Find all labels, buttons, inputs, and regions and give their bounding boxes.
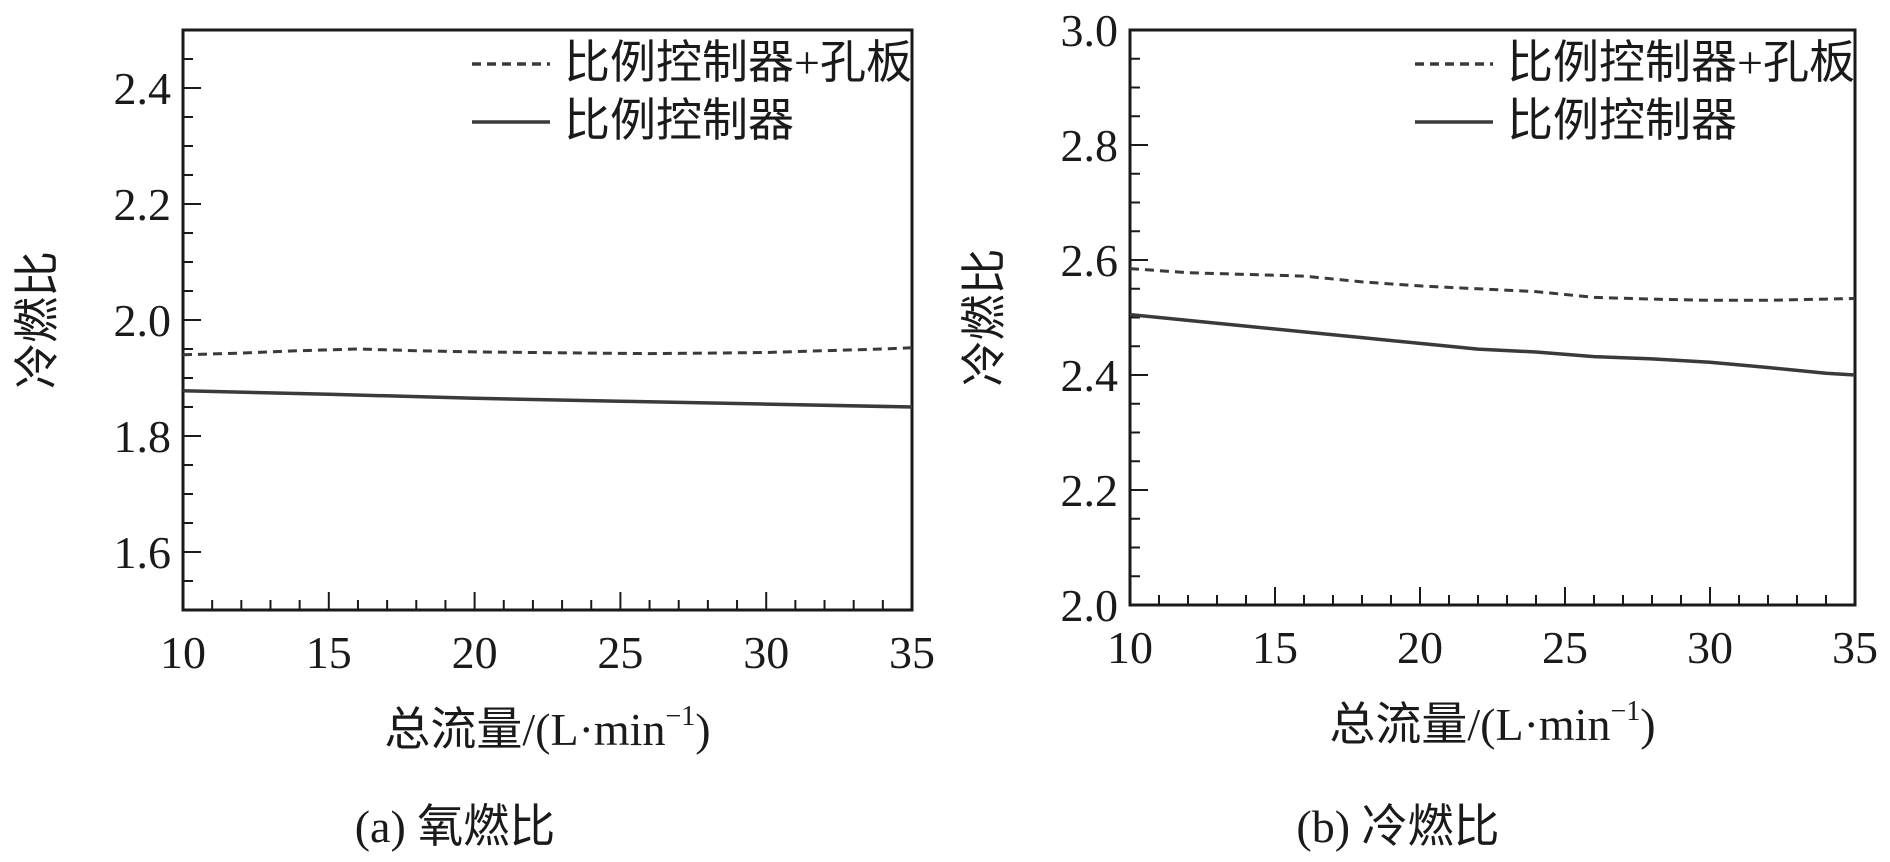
series-line-pid <box>182 389 913 409</box>
y-tick-label: 1.6 <box>114 527 172 578</box>
y-tick-label: 3.0 <box>1061 5 1119 56</box>
x-tick-label: 10 <box>160 627 206 678</box>
x-tick-label: 30 <box>1687 622 1733 673</box>
caption-a: (a) 氧燃比 <box>354 801 556 852</box>
y-tick-label: 2.2 <box>1061 465 1119 516</box>
y-tick-label: 2.0 <box>1061 580 1119 631</box>
y-tick-label: 2.6 <box>1061 235 1119 286</box>
x-tick-label: 20 <box>452 627 498 678</box>
y-tick-label: 2.4 <box>114 63 172 114</box>
series-line-pid-orifice <box>182 346 913 357</box>
chart-a-oxygen-fuel-ratio: 10 15 20 25 30 35 1.6 1.8 2.0 2.2 2.4 冷燃比总流量/(L·min… <box>12 28 935 755</box>
x-tick-label: 15 <box>1252 622 1298 673</box>
series-line-pid <box>1129 312 1856 377</box>
y-tick-label: 1.8 <box>114 411 172 462</box>
plot-frame <box>181 28 914 612</box>
y-tick-label: 2.0 <box>114 295 172 346</box>
chart-b-cold-fuel-ratio: 10 15 20 25 30 35 2.0 2.2 2.4 2.6 2.8 3.0 冷燃比总流量/(L·… <box>959 5 1878 750</box>
x-tick-label: 25 <box>1542 622 1588 673</box>
x-tick-label: 15 <box>306 627 352 678</box>
legend-label: 比例控制器+孔板 <box>1507 37 1855 88</box>
y-axis-label: 冷燃比 <box>959 249 1010 387</box>
y-axis-label: 冷燃比 <box>12 251 63 389</box>
x-tick-label: 35 <box>889 627 935 678</box>
caption-b: (b) 冷燃比 <box>1296 801 1500 852</box>
x-tick-label: 25 <box>597 627 643 678</box>
legend-label: 比例控制器 <box>1507 95 1737 146</box>
y-tick-label: 2.8 <box>1061 120 1119 171</box>
series-line-pid-orifice <box>1129 267 1856 302</box>
y-tick-label: 2.4 <box>1061 350 1119 401</box>
x-tick-label: 20 <box>1397 622 1443 673</box>
x-axis-label: 总流量/(L·min−1) <box>1329 696 1655 750</box>
legend-label: 比例控制器+孔板 <box>564 37 912 88</box>
y-tick-label: 2.2 <box>114 179 172 230</box>
x-axis-label: 总流量/(L·min−1) <box>384 701 710 755</box>
x-tick-label: 10 <box>1107 622 1153 673</box>
x-tick-label: 30 <box>743 627 789 678</box>
x-tick-label: 35 <box>1832 622 1878 673</box>
legend-label: 比例控制器 <box>564 95 794 146</box>
plot-frame <box>1128 28 1857 607</box>
